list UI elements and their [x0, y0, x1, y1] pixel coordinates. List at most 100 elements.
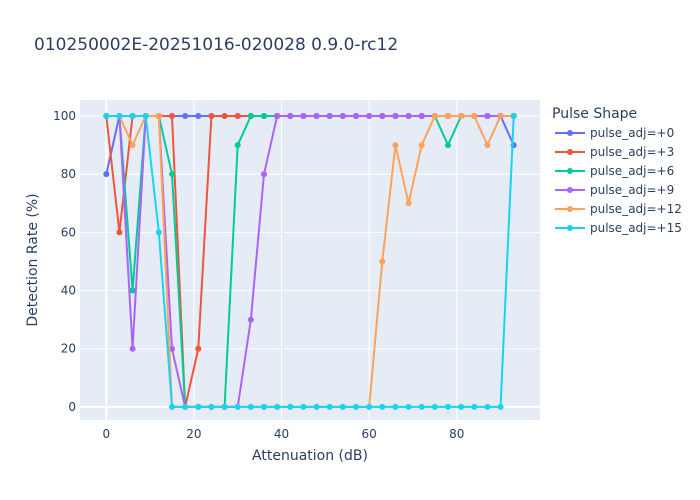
- data-point: [313, 113, 320, 119]
- data-point: [418, 403, 425, 410]
- series-5: [103, 113, 517, 410]
- y-tick-label: 100: [53, 109, 76, 123]
- data-point: [339, 403, 346, 410]
- data-point: [392, 403, 399, 410]
- data-point: [326, 403, 333, 410]
- legend-swatch-marker: [567, 130, 573, 136]
- x-tick-labels: 0 20 40 60 80: [102, 427, 464, 441]
- data-point: [287, 403, 294, 410]
- data-point: [155, 229, 162, 236]
- data-point: [182, 403, 189, 410]
- x-tick-label: 20: [186, 427, 201, 441]
- y-axis-title: Detection Rate (%): [25, 193, 41, 326]
- data-point: [274, 113, 281, 119]
- data-point: [300, 113, 307, 119]
- data-point: [445, 142, 451, 149]
- data-point: [129, 142, 136, 149]
- data-point: [366, 403, 373, 410]
- legend-item-0[interactable]: pulse_adj=+0: [555, 126, 674, 140]
- data-point: [458, 403, 465, 410]
- data-point: [247, 316, 254, 323]
- data-point: [129, 113, 136, 119]
- legend-swatch-marker: [567, 187, 573, 193]
- data-point: [287, 113, 294, 119]
- legend-label: pulse_adj=+9: [590, 183, 674, 197]
- data-point: [208, 113, 215, 119]
- data-point: [221, 113, 228, 119]
- legend-item-4[interactable]: pulse_adj=+12: [555, 202, 682, 216]
- data-point: [484, 142, 491, 149]
- data-point: [379, 403, 386, 410]
- data-point: [129, 345, 136, 352]
- data-point: [261, 171, 267, 178]
- legend-item-3[interactable]: pulse_adj=+9: [555, 183, 674, 197]
- data-point: [339, 113, 346, 119]
- data-point: [116, 229, 123, 236]
- data-point: [445, 403, 451, 410]
- data-point: [379, 113, 386, 119]
- x-tick-label: 80: [449, 427, 464, 441]
- data-point: [405, 200, 412, 207]
- legend-items: pulse_adj=+0 pulse_adj=+3 pulse_adj=+6puls…: [555, 126, 682, 235]
- chart-title: 010250002E-20251016-020028 0.9.0-rc12: [34, 35, 398, 55]
- data-point: [182, 113, 189, 119]
- data-point: [392, 142, 399, 149]
- data-point: [484, 113, 491, 119]
- data-point: [247, 113, 254, 119]
- data-point: [142, 113, 149, 119]
- legend-label: pulse_adj=+0: [590, 126, 674, 140]
- data-point: [392, 113, 399, 119]
- data-point: [103, 171, 110, 178]
- legend-label: pulse_adj=+12: [590, 202, 682, 216]
- data-point: [247, 403, 254, 410]
- legend-swatch-marker: [567, 168, 573, 174]
- data-point: [484, 403, 491, 410]
- data-point: [195, 403, 202, 410]
- data-point: [497, 403, 504, 410]
- legend-label: pulse_adj=+15: [590, 221, 682, 235]
- y-tick-label: 20: [61, 342, 76, 356]
- legend-label: pulse_adj=+6: [590, 164, 674, 178]
- data-point: [221, 403, 228, 410]
- data-point: [405, 403, 412, 410]
- plot-area: [80, 100, 540, 420]
- data-point: [261, 113, 267, 119]
- legend-title: Pulse Shape: [552, 106, 637, 122]
- x-tick-label: 0: [102, 427, 110, 441]
- data-point: [261, 403, 267, 410]
- data-point: [510, 113, 517, 119]
- data-point: [313, 403, 320, 410]
- x-tick-label: 60: [362, 427, 377, 441]
- data-point: [274, 403, 281, 410]
- data-point: [195, 113, 202, 119]
- y-tick-label: 40: [61, 284, 76, 298]
- data-point: [471, 113, 478, 119]
- y-tick-label: 0: [68, 400, 76, 414]
- legend-item-5[interactable]: pulse_adj=+15: [555, 221, 682, 235]
- legend-item-2[interactable]: pulse_adj=+6: [555, 164, 674, 178]
- data-point: [445, 113, 451, 119]
- data-point: [300, 403, 307, 410]
- data-point: [366, 113, 373, 119]
- legend: Pulse Shape pulse_adj=+0 pulse_adj=+3puls…: [552, 106, 682, 235]
- legend-swatch-marker: [567, 206, 573, 212]
- data-point: [471, 403, 478, 410]
- data-point: [497, 113, 504, 119]
- data-point: [234, 142, 241, 149]
- data-point: [103, 113, 110, 119]
- legend-swatch-marker: [567, 225, 573, 231]
- data-point: [169, 345, 175, 352]
- y-tick-label: 60: [61, 225, 76, 239]
- x-axis-title: Attenuation (dB): [252, 448, 368, 464]
- data-point: [405, 113, 412, 119]
- data-point: [234, 113, 241, 119]
- data-point: [418, 113, 425, 119]
- data-point: [169, 403, 175, 410]
- data-point: [353, 403, 359, 410]
- data-point: [379, 258, 386, 265]
- legend-item-1[interactable]: pulse_adj=+3: [555, 145, 674, 159]
- data-point: [208, 403, 215, 410]
- data-point: [353, 113, 359, 119]
- data-point: [418, 142, 425, 149]
